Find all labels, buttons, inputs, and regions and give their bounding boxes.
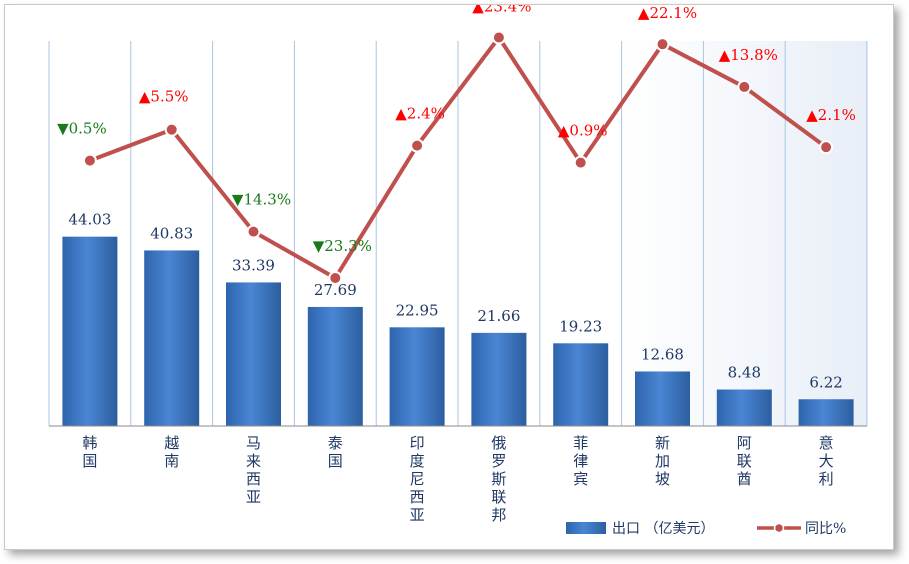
bar-value-label: 8.48 [728,364,761,382]
bar-value-label: 27.69 [314,281,357,299]
bar-2 [226,282,281,426]
bar-value-label: 33.39 [232,256,275,274]
line-series [82,30,834,285]
bar-8 [716,389,772,426]
yoy-value-label: ▲2.4% [395,105,445,123]
yoy-value-label: ▲0.9% [558,122,608,140]
yoy-point-9 [819,140,834,155]
bar-series [62,236,854,426]
bar-value-label: 12.68 [641,345,684,363]
yoy-value-label: ▲22.1% [638,5,697,22]
legend-bar-label: 出口 （亿美元） [612,521,714,537]
x-tick-label: 越南 [164,434,179,470]
yoy-value-label: ▼14.3% [232,191,291,209]
yoy-value-label: ▲13.8% [719,46,778,64]
bar-5 [471,332,527,426]
x-tick-label: 意大利 [819,434,834,488]
yoy-point-5 [491,30,506,45]
chart-frame: 44.03 40.83 33.39 27.69 22.95 21.66 19.23 12.68… [4,0,894,550]
bar-value-labels: 44.03 40.83 33.39 27.69 22.95 21.66 19.23 12.68… [68,211,842,392]
yoy-value-label: ▼0.5% [57,120,107,138]
yoy-line [89,35,828,280]
bar-0 [62,236,118,426]
bar-value-label: 6.22 [809,373,842,391]
x-tick-label: 阿联酋 [737,434,752,488]
yoy-value-label: ▲23.4% [472,5,531,15]
bar-4 [389,327,445,426]
yoy-point-1 [164,122,179,137]
yoy-point-2 [246,224,261,239]
legend-bar-swatch [566,522,606,534]
yoy-value-label: ▼23.3% [313,237,372,255]
bar-1 [144,250,200,426]
yoy-value-label: ▲2.1% [806,106,856,124]
bar-7 [635,371,690,426]
x-tick-label: 菲律宾 [573,434,588,488]
x-axis: 韩国 越南 马来西亚 泰国 印度尼西亚 俄罗斯联邦 菲律宾 新加坡 阿联酋 意大利 [49,425,867,524]
bar-6 [553,343,609,426]
yoy-point-3 [328,270,343,285]
yoy-value-label: ▲5.5% [139,88,189,106]
bar-value-label: 40.83 [150,224,193,242]
bar-9 [798,399,854,426]
legend-line-marker [773,522,785,534]
bar-3 [307,306,363,426]
bar-value-label: 22.95 [396,301,439,319]
x-tick-label: 泰国 [328,434,343,470]
bar-value-label: 19.23 [559,317,602,335]
bar-value-label: 21.66 [477,307,520,325]
yoy-point-6 [573,155,588,170]
x-tick-label: 韩国 [82,434,97,470]
x-tick-label: 俄罗斯联邦 [491,434,506,524]
bar-value-label: 44.03 [68,211,111,229]
legend-line-label: 同比% [805,521,846,537]
yoy-point-4 [410,138,425,153]
x-tick-label: 印度尼西亚 [410,434,425,524]
yoy-point-8 [737,79,752,94]
yoy-point-7 [655,37,670,52]
legend: 出口 （亿美元） 同比% [566,521,846,537]
x-tick-label: 新加坡 [655,434,670,488]
x-tick-label: 马来西亚 [246,434,261,506]
yoy-point-0 [82,153,97,168]
chart-svg: 44.03 40.83 33.39 27.69 22.95 21.66 19.23 12.68… [48,0,868,537]
